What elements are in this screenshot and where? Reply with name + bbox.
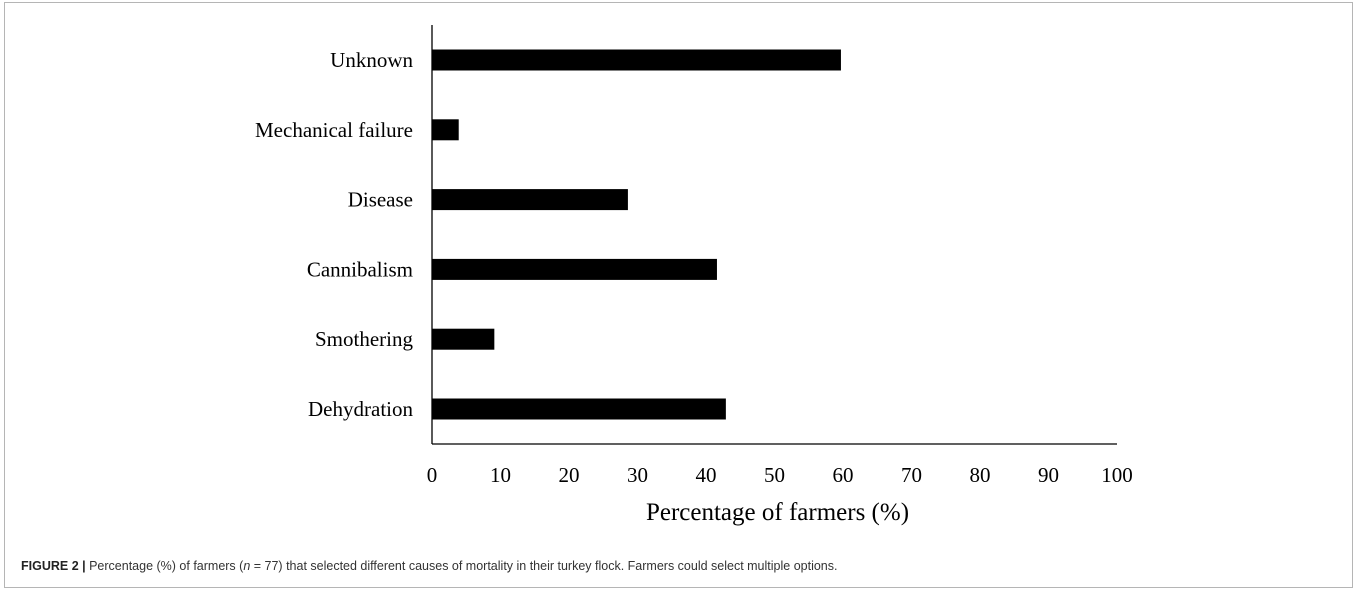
- figure-panel: Unknown Mechanical failure Disease Cannibal…: [4, 2, 1353, 588]
- figure-label: FIGURE 2 |: [21, 559, 86, 573]
- bar-mechanical-failure: [432, 119, 459, 141]
- category-label: Cannibalism: [307, 257, 413, 281]
- x-tick-label: 60: [833, 463, 854, 487]
- category-label: Unknown: [330, 48, 413, 72]
- category-label: Mechanical failure: [255, 118, 413, 142]
- x-tick-label: 100: [1101, 463, 1133, 487]
- x-tick-label: 70: [901, 463, 922, 487]
- x-axis-title: Percentage of farmers (%): [646, 499, 909, 526]
- x-tick-label: 40: [696, 463, 717, 487]
- caption-text-after: = 77) that selected different causes of …: [250, 559, 838, 573]
- x-tick-label: 20: [559, 463, 580, 487]
- x-tick-label: 0: [427, 463, 438, 487]
- x-tick-label: 30: [627, 463, 648, 487]
- category-label: Smothering: [315, 327, 413, 351]
- x-tick-label: 10: [490, 463, 511, 487]
- caption-text-before: Percentage (%) of farmers (: [85, 559, 244, 573]
- bar-dehydration: [432, 398, 726, 420]
- caption-n-symbol: n: [243, 559, 251, 573]
- bar-disease: [432, 189, 628, 211]
- category-label: Disease: [348, 188, 413, 212]
- bar-cannibalism: [432, 258, 717, 280]
- x-tick-label: 90: [1038, 463, 1059, 487]
- x-tick-label: 50: [764, 463, 785, 487]
- figure-caption: FIGURE 2 | Percentage (%) of farmers (n …: [21, 559, 1341, 573]
- bar-unknown: [432, 49, 841, 71]
- x-tick-labels: 0 10 20 30 40 50 60 70 80 90 100: [427, 463, 1133, 487]
- category-labels: Unknown Mechanical failure Disease Cannibal…: [255, 48, 413, 421]
- bars-group: [432, 49, 841, 420]
- x-tick-label: 80: [970, 463, 991, 487]
- category-label: Dehydration: [308, 397, 413, 421]
- bar-smothering: [432, 328, 495, 350]
- bar-chart: Unknown Mechanical failure Disease Cannibal…: [255, 25, 1133, 526]
